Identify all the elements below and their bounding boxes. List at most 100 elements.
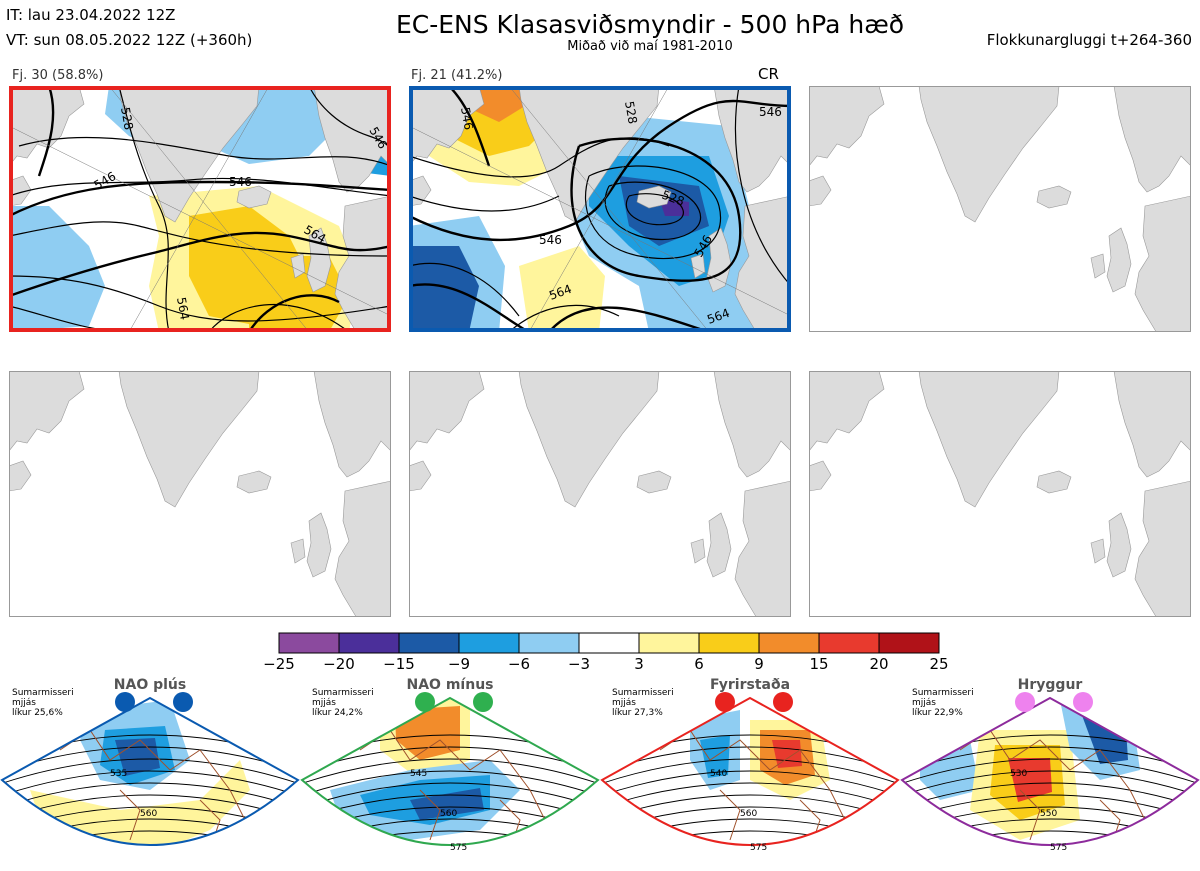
regime-dot-icon <box>173 692 193 712</box>
empty-map-panel <box>8 371 392 617</box>
empty-map-panel <box>808 86 1192 332</box>
regime-season-line: líkur 25,6% <box>12 708 63 718</box>
regime-season-line: Sumarmisseri <box>912 688 974 698</box>
colorbar-swatch <box>818 632 880 654</box>
colorbar-swatch <box>458 632 520 654</box>
colorbar-swatch <box>578 632 640 654</box>
regime-season: Sumarmisseri mjjás líkur 27,3% <box>612 688 674 718</box>
regime-frame <box>900 696 1200 846</box>
regime-frame <box>600 696 900 846</box>
regime-frame <box>300 696 600 846</box>
c1-contour-label: 528 <box>118 106 136 131</box>
colorbar-tick-label: 3 <box>634 655 644 673</box>
height-contour <box>302 746 598 773</box>
colorbar-tick-label: −25 <box>263 655 295 673</box>
regime-contour-label: 540 <box>710 769 727 779</box>
colorbar-tick-label: −20 <box>323 655 355 673</box>
height-contour <box>602 746 898 773</box>
regime-title: Fyrirstaða <box>709 677 791 693</box>
regime-dot-icon <box>1073 692 1093 712</box>
regime-dot-icon <box>415 692 435 712</box>
anomaly-area <box>410 788 484 820</box>
height-contour <box>902 758 1198 785</box>
colorbar-tick-label: −9 <box>447 655 471 673</box>
c1-contour-label: 546 <box>229 175 252 189</box>
colorbar-swatch <box>398 632 460 654</box>
cluster-1-label: Fj. 30 (58.8%) <box>12 68 104 83</box>
height-contour <box>602 782 898 809</box>
colorbar-tick-label: 25 <box>929 655 949 673</box>
regime-season: Sumarmisseri mjjás líkur 22,9% <box>912 688 974 718</box>
regime-title: NAO mínus <box>406 677 494 693</box>
colorbar-tick-label: 6 <box>694 655 704 673</box>
regime-dot-icon <box>1015 692 1035 712</box>
regime-map: 545 560 575 <box>300 692 600 853</box>
c1-contour-label: 546 <box>92 169 119 193</box>
colorbar-swatch <box>758 632 820 654</box>
height-contour <box>902 782 1198 809</box>
regime-season-line: Sumarmisseri <box>312 688 374 698</box>
regime-contour-label: 575 <box>450 843 467 853</box>
page-title: EC-ENS Klasasviðsmyndir - 500 hPa hæð <box>395 10 905 39</box>
valid-time: VT: sun 08.05.2022 12Z (+360h) <box>6 31 253 49</box>
height-contour <box>602 758 898 785</box>
c1-contour-label: 564 <box>174 296 192 321</box>
regime-title: NAO plús <box>113 677 187 693</box>
height-contour <box>302 782 598 809</box>
colorbar-swatch <box>338 632 400 654</box>
height-contour <box>602 818 898 845</box>
regime-season: Sumarmisseri mjjás líkur 24,2% <box>312 688 374 718</box>
colorbar-tick-label: −3 <box>567 655 591 673</box>
regime-map: 530 550 575 <box>900 692 1200 853</box>
c2-contour-label: 546 <box>539 233 562 247</box>
regime-season-line: líkur 24,2% <box>312 708 363 718</box>
regime-season-line: mjjás <box>612 698 636 708</box>
height-contour <box>302 770 598 797</box>
colorbar-swatch <box>638 632 700 654</box>
cluster-2-map: 546 528 528 546 546 546 564 564 <box>408 86 792 332</box>
cluster-2-label: Fj. 21 (41.2%) <box>411 68 503 83</box>
regime-season-line: mjjás <box>12 698 36 708</box>
anomaly-area <box>1008 758 1052 802</box>
regime-map: 535 560 <box>0 692 300 846</box>
regime-contour-label: 535 <box>110 769 127 779</box>
regime-season-line: líkur 22,9% <box>912 708 963 718</box>
classification-window: Flokkunargluggi t+264-360 <box>986 31 1192 49</box>
colorbar-tick-label: 9 <box>754 655 764 673</box>
regime-contour-label: 560 <box>440 809 457 819</box>
regime-map: 540 560 575 <box>600 692 900 853</box>
colorbar-tick-label: −6 <box>507 655 531 673</box>
regime-dot-icon <box>473 692 493 712</box>
c2-contour-label: 546 <box>458 106 476 131</box>
height-contour <box>902 770 1198 797</box>
cluster-1-map: 528 546 546 564 564 546 <box>8 86 392 332</box>
regime-contour-label: 575 <box>750 843 767 853</box>
colorbar-swatch <box>878 632 940 654</box>
height-contour <box>2 782 298 809</box>
c2-contour-label: 528 <box>622 100 640 125</box>
regime-frame <box>0 696 300 846</box>
colorbar-swatch <box>278 632 340 654</box>
height-contour <box>2 770 298 797</box>
regime-dot-icon <box>115 692 135 712</box>
regime-contour-label: 560 <box>740 809 757 819</box>
height-contour <box>2 746 298 773</box>
height-contour <box>602 770 898 797</box>
height-contour <box>2 758 298 785</box>
colorbar-tick-label: −15 <box>383 655 415 673</box>
regime-season-line: mjjás <box>312 698 336 708</box>
regime-contour-label: 575 <box>1050 843 1067 853</box>
colorbar-swatch <box>698 632 760 654</box>
regime-season: Sumarmisseri mjjás líkur 25,6% <box>12 688 74 718</box>
regime-title: Hryggur <box>1017 677 1083 693</box>
colorbar-swatch <box>518 632 580 654</box>
empty-map-panel <box>408 371 792 617</box>
regime-season-line: Sumarmisseri <box>612 688 674 698</box>
empty-map-panel <box>808 371 1192 617</box>
height-contour <box>302 758 598 785</box>
regime-dot-icon <box>715 692 735 712</box>
page-subtitle: Miðað við maí 1981-2010 <box>567 39 733 54</box>
regime-contour-label: 545 <box>410 769 427 779</box>
regime-season-line: Sumarmisseri <box>12 688 74 698</box>
regime-season-line: líkur 27,3% <box>612 708 663 718</box>
